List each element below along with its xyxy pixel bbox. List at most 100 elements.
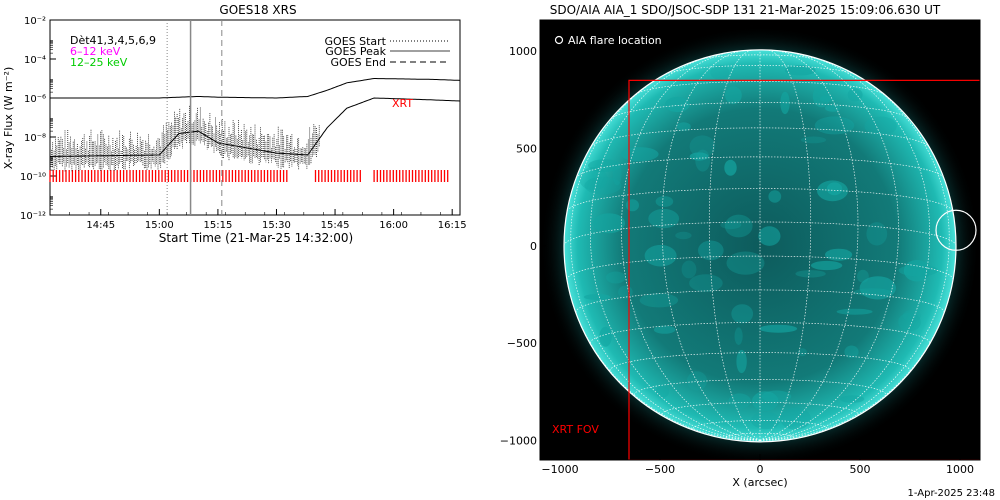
active-region <box>844 345 859 359</box>
active-region <box>584 176 622 195</box>
goes-x-tick-label: 15:30 <box>262 220 291 231</box>
active-region <box>724 214 753 238</box>
active-region <box>681 260 697 279</box>
active-region <box>731 304 754 324</box>
grid-latitude-line <box>725 432 795 438</box>
aia-x-tick-label: −500 <box>645 463 675 476</box>
active-region <box>648 208 680 229</box>
active-region <box>592 213 626 234</box>
active-region <box>751 411 781 430</box>
solar-disk <box>564 49 956 442</box>
aia-y-axis: −1000 −500 0 500 1000 <box>500 45 546 448</box>
aia-x-tick-label: 1000 <box>946 463 974 476</box>
active-region <box>810 260 843 271</box>
grid-longitude-line <box>589 54 761 441</box>
active-region <box>840 395 865 403</box>
active-region <box>689 135 716 158</box>
aia-image-panel: SDO/AIA AIA_1 SDO/JSOC-SDP 131 21-Mar-20… <box>500 3 995 499</box>
active-region <box>655 385 670 398</box>
goes-legend-peak: GOES Peak <box>325 45 386 58</box>
active-region <box>689 274 723 292</box>
active-region <box>724 159 737 176</box>
active-region <box>599 326 612 347</box>
grid-longitude-line <box>759 54 931 441</box>
detector-label-1: 6–12 keV <box>70 45 121 58</box>
goes-y-tick-label: 10⁻² <box>24 16 46 27</box>
xrt-fov-box <box>628 79 980 460</box>
active-region <box>814 116 855 135</box>
goes-xrt-annotation: XRT <box>392 97 413 110</box>
goes-xrt-coverage <box>49 170 449 182</box>
active-region <box>606 271 626 284</box>
active-region <box>759 324 798 333</box>
goes-x-tick-label: 15:15 <box>203 220 232 231</box>
aia-x-tick-label: 0 <box>757 463 764 476</box>
active-region <box>639 293 679 308</box>
grid-latitude-line <box>697 54 823 61</box>
active-region <box>618 285 633 299</box>
goes-x-tick-label: 15:45 <box>321 220 350 231</box>
active-region <box>825 104 841 112</box>
grid-latitude-line <box>610 102 910 120</box>
active-region <box>758 226 781 246</box>
active-region <box>698 240 724 261</box>
active-region <box>866 222 888 246</box>
aia-y-tick-label: −1000 <box>500 435 537 448</box>
footer-timestamp: 1-Apr-2025 23:48 <box>908 488 995 499</box>
grid-longitude-line <box>570 69 761 441</box>
goes-y-tick-label: 10⁻¹⁰ <box>20 172 46 183</box>
goes-chart-title: GOES18 XRS <box>219 3 296 17</box>
active-region <box>797 348 807 357</box>
aia-title: SDO/AIA AIA_1 SDO/JSOC-SDP 131 21-Mar-20… <box>550 3 941 17</box>
active-region <box>588 159 621 172</box>
active-region <box>825 248 853 261</box>
active-region <box>784 65 816 76</box>
xrt-fov-label: XRT FOV <box>552 423 599 436</box>
active-region <box>800 136 827 144</box>
active-region <box>898 264 938 277</box>
active-region <box>902 309 921 322</box>
active-region <box>655 196 674 207</box>
goes-legend-start: GOES Start <box>325 35 387 48</box>
goes-xlabel: Start Time (21-Mar-25 14:32:00) <box>159 231 353 245</box>
grid-latitude-line <box>575 289 945 313</box>
flare-location-circle <box>935 209 977 251</box>
grid-latitude-line <box>566 188 954 211</box>
active-region <box>625 199 639 212</box>
active-region <box>736 349 747 374</box>
active-region <box>653 325 676 334</box>
goes-ylabel: X-ray Flux (W m⁻²) <box>2 67 15 169</box>
aia-x-tick-label: −1000 <box>541 463 578 476</box>
aia-legend-text: AIA flare location <box>568 34 662 47</box>
active-region <box>728 393 751 409</box>
goes-series-line-0 <box>50 78 461 99</box>
active-region <box>859 276 896 300</box>
goes-y-tick-label: 10⁻⁴ <box>24 55 46 66</box>
detector-label-2: 12–25 keV <box>70 56 128 69</box>
goes-legend-end: GOES End <box>330 56 386 69</box>
active-region <box>676 122 691 131</box>
aia-x-axis: −1000 −500 0 500 1000 <box>541 454 974 476</box>
goes-y-axis: 10⁻¹² 10⁻¹⁰ 10⁻⁸ 10⁻⁶ 10⁻⁴ 10⁻² <box>20 16 56 222</box>
goes-y-tick-label: 10⁻¹² <box>20 211 46 222</box>
active-region <box>620 147 659 162</box>
active-region <box>812 85 831 108</box>
grid-latitude-line <box>589 322 931 344</box>
goes-series-group <box>49 78 461 172</box>
active-region <box>898 312 921 332</box>
detector-label-0: Dèt41,3,4,5,6,9 <box>70 34 156 47</box>
goes-event-lines <box>166 20 223 215</box>
active-region <box>734 327 743 346</box>
active-region <box>726 251 765 275</box>
goes-y-tick-label: 10⁻⁶ <box>24 94 46 105</box>
grid-latitude-line <box>635 81 885 95</box>
active-region <box>665 96 690 113</box>
active-region <box>686 371 708 391</box>
active-region <box>689 152 709 161</box>
active-region <box>761 390 792 403</box>
goes-x-tick-label: 15:00 <box>145 220 174 231</box>
goes-x-tick-label: 16:00 <box>379 220 408 231</box>
aia-xlabel: X (arcsec) <box>732 476 787 489</box>
grid-latitude-line <box>661 402 859 415</box>
grid-longitude-line <box>759 49 812 441</box>
